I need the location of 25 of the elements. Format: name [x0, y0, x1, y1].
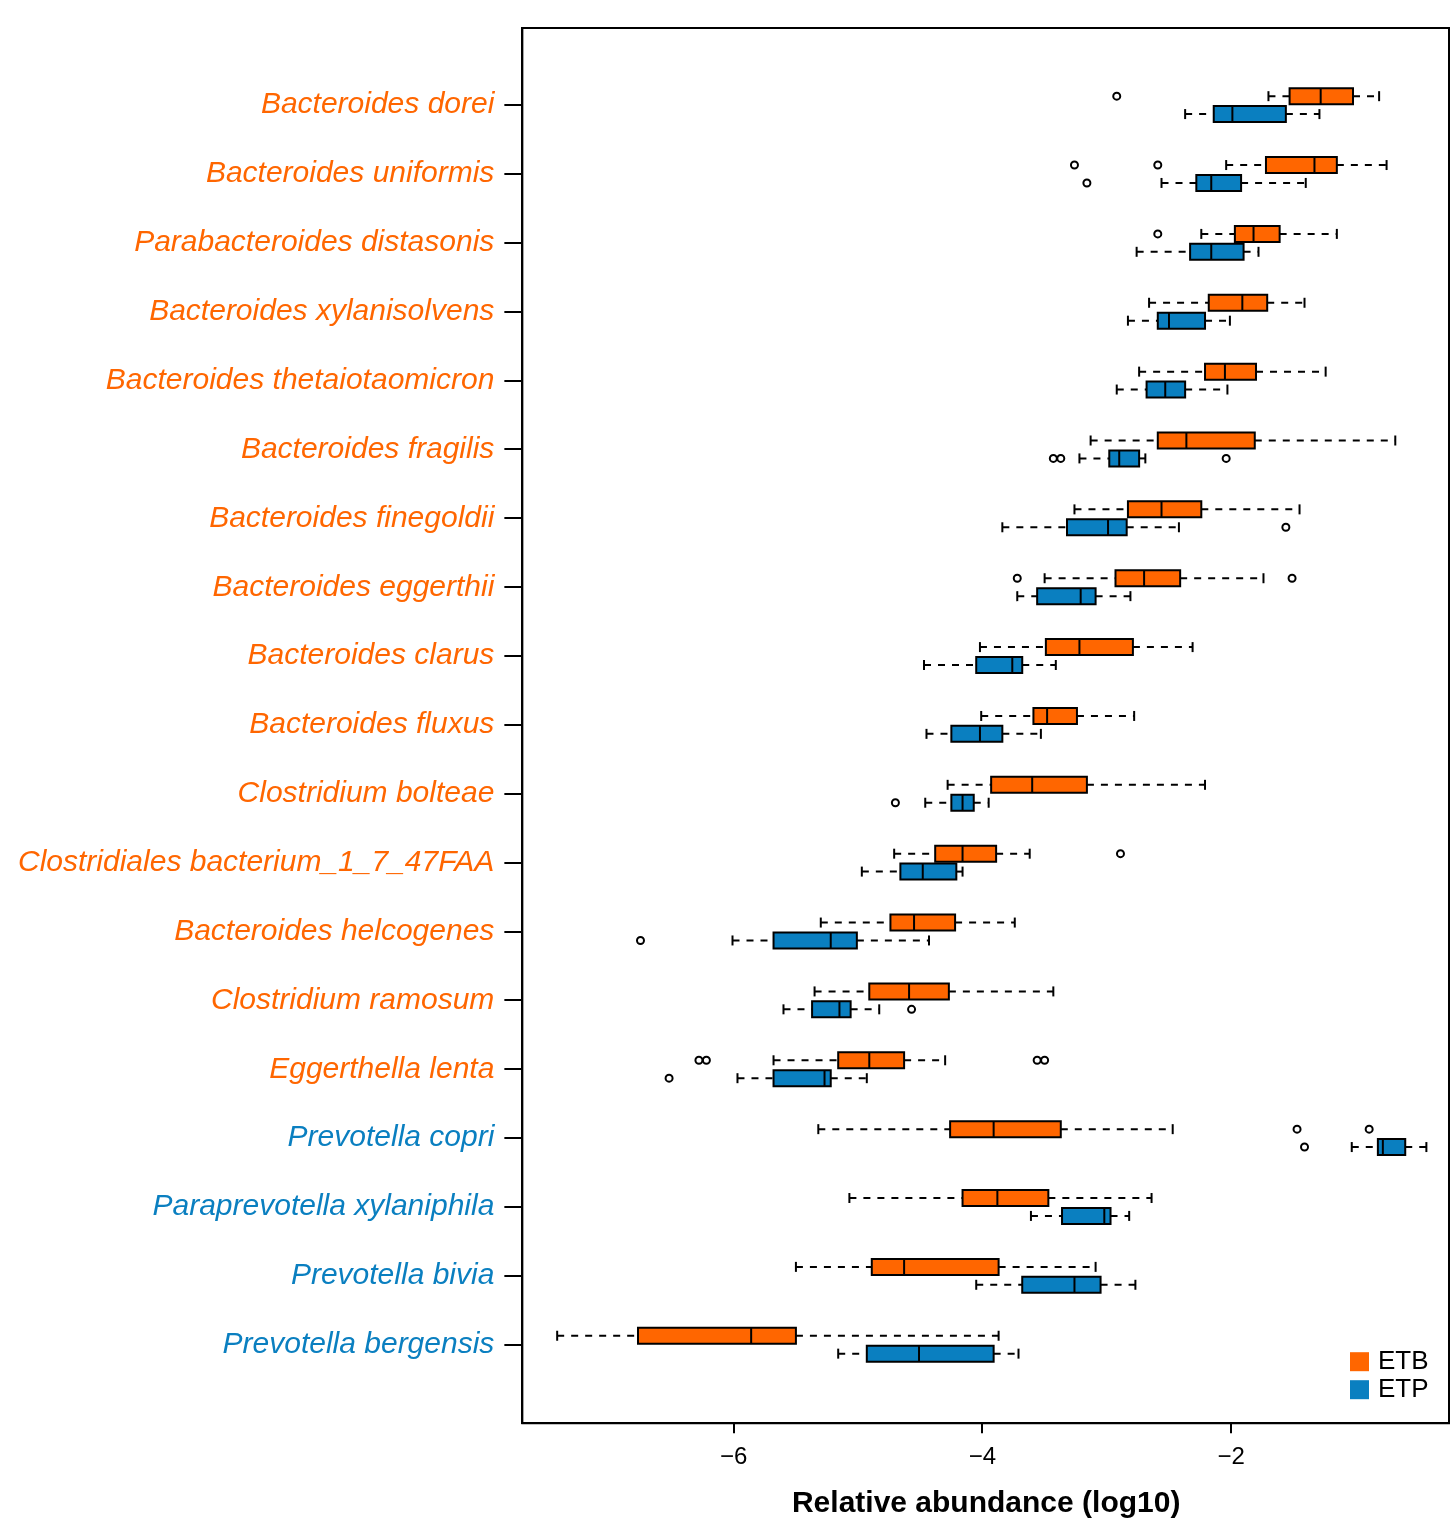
y-tick-label: Clostridium ramosum — [210, 981, 495, 1015]
y-tick-label: Clostridium bolteae — [237, 775, 495, 809]
y-tick-label: Bacteroides thetaiotaomicron — [105, 361, 495, 395]
y-tick-label: Paraprevotella xylaniphila — [152, 1188, 495, 1222]
x-tick-label: −4 — [968, 1442, 997, 1470]
y-tick-label: Eggerthella lenta — [269, 1050, 495, 1084]
y-tick-label: Bacteroides dorei — [260, 86, 496, 120]
y-tick-label: Bacteroides xylanisolvens — [149, 293, 495, 327]
y-tick-label: Prevotella copri — [287, 1119, 496, 1153]
legend-label: ETP — [1378, 1373, 1429, 1404]
y-tick-label: Bacteroides helcogenes — [174, 912, 495, 946]
x-tick-label: −2 — [1217, 1442, 1245, 1470]
y-tick-label: Clostridiales bacterium_1_7_47FAA — [17, 843, 495, 877]
y-tick-label: Prevotella bergensis — [222, 1326, 495, 1360]
y-tick-label: Bacteroides fluxus — [249, 706, 495, 740]
x-tick-label: −6 — [720, 1442, 748, 1470]
y-tick-label: Bacteroides uniformis — [205, 155, 495, 189]
y-tick-label: Prevotella bivia — [290, 1257, 495, 1291]
y-tick-label: Bacteroides eggerthii — [212, 568, 496, 602]
y-tick-label: Bacteroides finegoldii — [209, 499, 496, 533]
y-tick-label: Bacteroides fragilis — [240, 430, 495, 464]
legend-label: ETB — [1378, 1345, 1429, 1376]
y-tick-label: Bacteroides clarus — [247, 637, 495, 671]
x-axis-title: Relative abundance (log10) — [791, 1485, 1181, 1519]
y-tick-label: Parabacteroides distasonis — [134, 224, 495, 258]
